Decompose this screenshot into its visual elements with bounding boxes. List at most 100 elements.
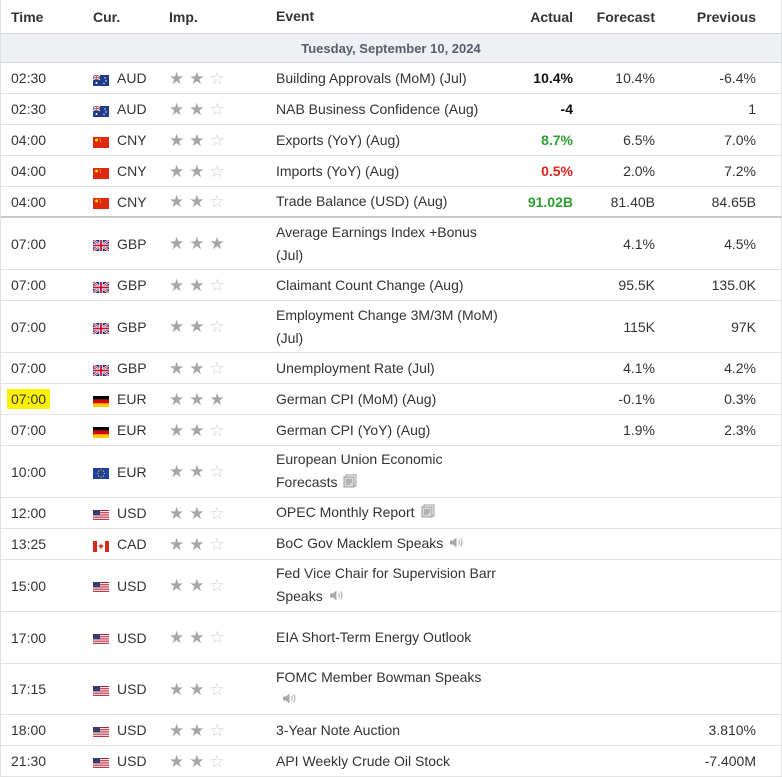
event-name[interactable]: Claimant Count Change (Aug)	[276, 276, 464, 293]
importance-star-icon: ★	[169, 389, 185, 409]
event-name[interactable]: Fed Vice Chair for Supervision Barr Spea…	[276, 565, 496, 605]
event-name[interactable]: Average Earnings Index +Bonus (Jul)	[276, 223, 477, 263]
event-name[interactable]: EIA Short-Term Energy Outlook	[276, 629, 472, 645]
event-name[interactable]: BoC Gov Macklem Speaks	[276, 535, 444, 552]
table-row[interactable]: 15:00 USD ★ ★ ☆ Fed Vice Chair for Supervisio…	[1, 560, 781, 612]
event-cell[interactable]: Exports (YoY) (Aug)	[276, 129, 499, 152]
header-event[interactable]: Event	[276, 8, 315, 24]
table-row[interactable]: 07:00 GBP ★ ★ ☆ Employment Change 3M/3M (MoM)…	[1, 301, 781, 353]
currency-code: EUR	[117, 422, 147, 438]
report-icon[interactable]	[343, 472, 357, 495]
event-cell[interactable]: Employment Change 3M/3M (MoM) (Jul)	[276, 304, 499, 350]
table-row[interactable]: 07:00 EUR ★ ★ ★ German CPI (MoM) (Aug) -0.1% 0.…	[1, 384, 781, 415]
time-text: 02:30	[11, 70, 47, 86]
currency-code: CNY	[117, 163, 147, 179]
header-previous[interactable]: Previous	[696, 8, 756, 25]
event-previous: -7.400M	[704, 753, 756, 769]
table-row[interactable]: 07:00 GBP ★ ★ ★ Average Earnings Index +Bonus…	[1, 218, 781, 270]
currency-code: USD	[117, 722, 147, 738]
event-time: 07:00	[1, 277, 85, 293]
importance-star-icon: ★	[189, 99, 205, 119]
event-cell[interactable]: European Union Economic Forecasts	[276, 448, 499, 495]
time-text: 04:00	[11, 163, 47, 179]
event-cell[interactable]: API Weekly Crude Oil Stock	[276, 750, 499, 773]
event-cell[interactable]: Trade Balance (USD) (Aug)	[276, 190, 499, 213]
importance-star-icon: ☆	[209, 99, 225, 119]
table-row[interactable]: 13:25 CAD ★ ★ ☆ BoC Gov Macklem Speaks	[1, 529, 781, 560]
table-row[interactable]: 17:15 USD ★ ★ ☆ FOMC Member Bowman Speaks	[1, 664, 781, 715]
time-text: 15:00	[11, 577, 47, 594]
speaker-icon[interactable]	[329, 586, 344, 609]
gbp-flag-icon	[92, 280, 110, 294]
event-name[interactable]: Unemployment Rate (Jul)	[276, 359, 435, 376]
importance-star-icon: ★	[169, 503, 185, 523]
event-cell[interactable]: Imports (YoY) (Aug)	[276, 160, 499, 183]
table-row[interactable]: 07:00 GBP ★ ★ ☆ Claimant Count Change (Aug) 95…	[1, 270, 781, 301]
date-header: Tuesday, September 10, 2024	[1, 34, 781, 63]
importance-star-icon: ☆	[209, 751, 225, 771]
importance-star-icon: ★	[169, 420, 185, 440]
table-row[interactable]: 18:00 USD ★ ★ ☆ 3-Year Note Auction 3.810%	[1, 715, 781, 746]
importance-star-icon: ★	[189, 275, 205, 295]
event-name[interactable]: Building Approvals (MoM) (Jul)	[276, 69, 467, 86]
time-text: 04:00	[11, 132, 47, 148]
event-time: 07:00	[1, 360, 85, 376]
table-row[interactable]: 02:30 AUD ★ ★ ☆ NAB Business Confidence (Aug)…	[1, 94, 781, 125]
event-name[interactable]: API Weekly Crude Oil Stock	[276, 752, 451, 769]
event-cell[interactable]: Unemployment Rate (Jul)	[276, 357, 499, 380]
event-cell[interactable]: BoC Gov Macklem Speaks	[276, 532, 499, 556]
event-name[interactable]: Imports (YoY) (Aug)	[276, 162, 400, 179]
table-row[interactable]: 04:00 CNY ★ ★ ☆ Exports (YoY) (Aug) 8.7% 6.5% 7.…	[1, 125, 781, 156]
speaker-icon[interactable]	[282, 689, 297, 712]
table-row[interactable]: 07:00 EUR ★ ★ ☆ German CPI (YoY) (Aug) 1.9% 2.3…	[1, 415, 781, 446]
event-cell[interactable]: 3-Year Note Auction	[276, 719, 499, 742]
event-name[interactable]: FOMC Member Bowman Speaks	[276, 668, 482, 685]
event-cell[interactable]: FOMC Member Bowman Speaks	[276, 666, 499, 713]
event-name[interactable]: German CPI (MoM) (Aug)	[276, 390, 437, 407]
event-name[interactable]: OPEC Monthly Report	[276, 504, 415, 521]
event-cell[interactable]: German CPI (MoM) (Aug)	[276, 388, 499, 411]
importance-star-icon: ☆	[209, 628, 225, 647]
report-icon[interactable]	[421, 502, 435, 525]
importance-star-icon: ★	[189, 130, 205, 150]
table-row[interactable]: 07:00 GBP ★ ★ ☆ Unemployment Rate (Jul) 4.1% 4.…	[1, 353, 781, 384]
table-row[interactable]: 02:30 AUD ★ ★ ☆ Building Approvals (MoM) (Jul…	[1, 63, 781, 94]
event-name[interactable]: Exports (YoY) (Aug)	[276, 131, 400, 148]
event-name[interactable]: German CPI (YoY) (Aug)	[276, 421, 431, 438]
event-cell[interactable]: NAB Business Confidence (Aug)	[276, 98, 499, 121]
event-name[interactable]: European Union Economic Forecasts	[276, 451, 443, 491]
event-name[interactable]: Employment Change 3M/3M (MoM) (Jul)	[276, 306, 498, 346]
event-cell[interactable]: Building Approvals (MoM) (Jul)	[276, 67, 499, 90]
table-row[interactable]: 10:00 EUR ★ ★ ☆ European Union Economic Forec…	[1, 446, 781, 498]
importance-star-icon: ★	[189, 358, 205, 378]
event-cell[interactable]: Claimant Count Change (Aug)	[276, 274, 499, 297]
event-cell[interactable]: German CPI (YoY) (Aug)	[276, 419, 499, 442]
importance-star-icon: ★	[169, 161, 185, 181]
importance-star-icon: ★	[189, 720, 205, 740]
event-cell[interactable]: OPEC Monthly Report	[276, 501, 499, 525]
header-time[interactable]: Time	[11, 8, 44, 25]
header-currency[interactable]: Cur.	[93, 8, 121, 25]
event-name[interactable]: Trade Balance (USD) (Aug)	[276, 193, 448, 209]
event-currency: EUR	[85, 391, 167, 407]
table-row[interactable]: 21:30 USD ★ ★ ☆ API Weekly Crude Oil Stock -7.…	[1, 746, 781, 777]
event-currency: GBP	[85, 236, 167, 252]
header-actual[interactable]: Actual	[530, 8, 573, 25]
event-cell[interactable]: Average Earnings Index +Bonus (Jul)	[276, 221, 499, 267]
table-row[interactable]: 17:00 USD ★ ★ ☆ EIA Short-Term Energy Outlook	[1, 612, 781, 664]
importance-star-icon: ★	[189, 462, 205, 481]
event-currency: USD	[85, 505, 167, 521]
event-cell[interactable]: EIA Short-Term Energy Outlook	[276, 626, 499, 649]
event-cell[interactable]: Fed Vice Chair for Supervision Barr Spea…	[276, 562, 499, 609]
event-previous: 4.2%	[724, 360, 756, 376]
table-row[interactable]: 12:00 USD ★ ★ ☆ OPEC Monthly Report	[1, 498, 781, 529]
event-name[interactable]: NAB Business Confidence (Aug)	[276, 100, 479, 117]
table-row[interactable]: 04:00 CNY ★ ★ ☆ Imports (YoY) (Aug) 0.5% 2.0% 7.…	[1, 156, 781, 187]
currency-code: CNY	[117, 132, 147, 148]
importance-star-icon: ★	[189, 161, 205, 181]
speaker-icon[interactable]	[449, 533, 464, 556]
header-forecast[interactable]: Forecast	[596, 8, 655, 25]
table-row[interactable]: 04:00 CNY ★ ★ ☆ Trade Balance (USD) (Aug) 91.0…	[1, 187, 781, 218]
header-importance[interactable]: Imp.	[169, 8, 198, 25]
event-name[interactable]: 3-Year Note Auction	[276, 721, 401, 738]
